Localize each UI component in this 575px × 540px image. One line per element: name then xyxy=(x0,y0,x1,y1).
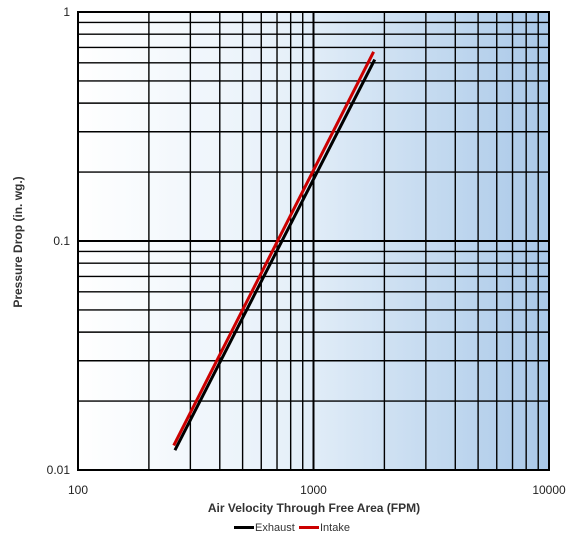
legend-label-intake: Intake xyxy=(320,522,350,534)
y-tick-label: 1 xyxy=(63,5,70,19)
legend: Exhaust Intake xyxy=(234,522,350,534)
x-tick-label: 1000 xyxy=(300,483,327,497)
series-layer xyxy=(172,51,377,451)
series-line-intake xyxy=(172,51,375,447)
x-tick-label: 100 xyxy=(68,483,88,497)
series-line-exhaust xyxy=(173,58,377,451)
tick-labels: 100 1000 10000 0.01 0.1 1 xyxy=(47,5,566,497)
plot-frame xyxy=(77,11,550,471)
y-tick-label: 0.01 xyxy=(47,463,71,477)
legend-label-exhaust: Exhaust xyxy=(255,522,295,534)
y-tick-label: 0.1 xyxy=(53,234,70,248)
y-axis-label: Pressure Drop (in. wg.) xyxy=(11,176,25,307)
x-tick-label: 10000 xyxy=(532,483,566,497)
x-axis-label: Air Velocity Through Free Area (FPM) xyxy=(208,501,420,515)
grid-lines xyxy=(77,12,549,471)
